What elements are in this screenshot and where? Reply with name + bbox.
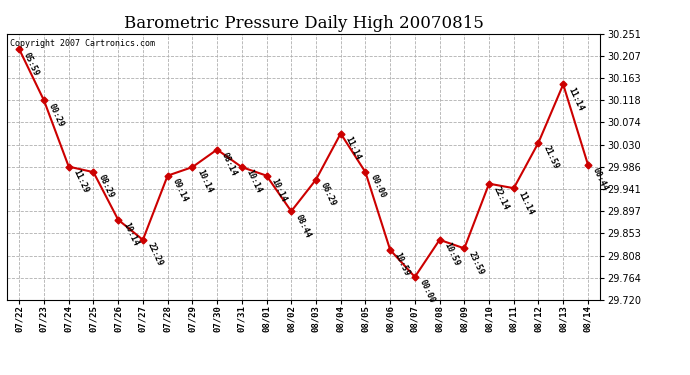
Text: 10:14: 10:14 [195,168,214,195]
Title: Barometric Pressure Daily High 20070815: Barometric Pressure Daily High 20070815 [124,15,484,32]
Text: 11:14: 11:14 [344,135,362,161]
Text: 10:14: 10:14 [269,177,288,204]
Text: 00:29: 00:29 [47,102,66,128]
Text: 05:59: 05:59 [22,51,41,77]
Text: 23:59: 23:59 [467,250,486,276]
Text: 22:29: 22:29 [146,241,164,268]
Text: 22:14: 22:14 [492,185,511,211]
Text: 08:29: 08:29 [96,174,115,200]
Text: 21:59: 21:59 [541,144,560,170]
Text: 10:14: 10:14 [121,221,139,248]
Text: Copyright 2007 Cartronics.com: Copyright 2007 Cartronics.com [10,39,155,48]
Text: 00:00: 00:00 [368,174,387,200]
Text: 06:29: 06:29 [319,181,337,207]
Text: 00:00: 00:00 [417,278,436,305]
Text: 10:14: 10:14 [244,168,264,195]
Text: 11:29: 11:29 [72,168,90,195]
Text: 10:59: 10:59 [442,241,461,268]
Text: 11:14: 11:14 [566,86,584,112]
Text: 11:14: 11:14 [517,190,535,216]
Text: 09:14: 09:14 [170,177,189,204]
Text: 00:44: 00:44 [591,166,609,192]
Text: 08:44: 08:44 [294,213,313,239]
Text: 10:59: 10:59 [393,251,412,278]
Text: 08:14: 08:14 [220,151,239,177]
